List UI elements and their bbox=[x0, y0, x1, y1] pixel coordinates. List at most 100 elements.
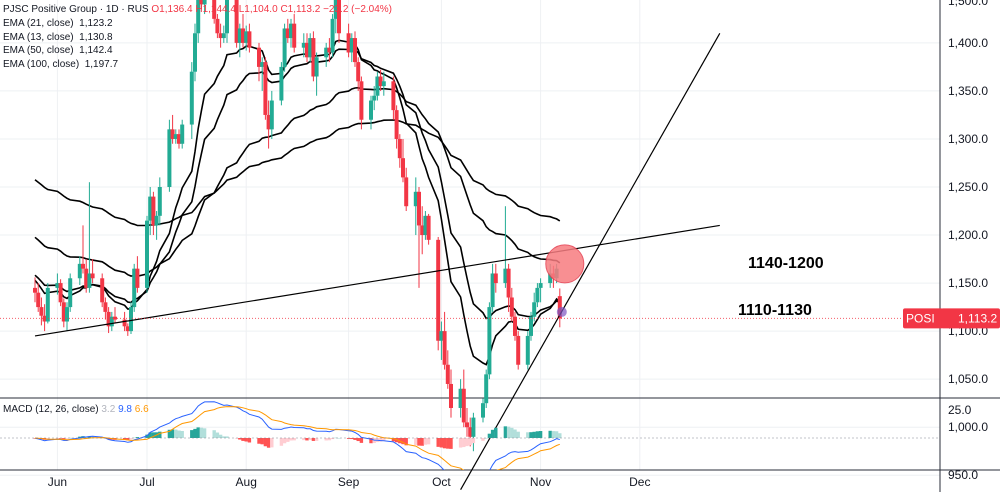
ema-legend-row[interactable]: EMA (13, close) 1,130.8 bbox=[3, 31, 118, 45]
ema-label: EMA (50, close) bbox=[3, 45, 74, 56]
macd-histogram-bar bbox=[481, 438, 485, 441]
candle-body bbox=[234, 0, 239, 43]
candle bbox=[244, 25, 249, 51]
y-tick-label: 1,350.0 bbox=[948, 84, 988, 98]
candle-body bbox=[509, 297, 514, 317]
macd-histogram-bar bbox=[503, 426, 508, 438]
candle-body bbox=[266, 114, 271, 130]
macd-histogram-bar bbox=[292, 438, 296, 441]
ohlc-close: 1,113.2 bbox=[287, 4, 321, 15]
candle-body bbox=[513, 316, 517, 336]
candle bbox=[113, 307, 117, 324]
macd-histogram-bar bbox=[548, 430, 552, 438]
macd-histogram-bar bbox=[282, 438, 287, 444]
ema-label: EMA (100, close) bbox=[3, 58, 80, 70]
candle-body bbox=[397, 138, 402, 159]
macd-histogram-bar bbox=[513, 429, 517, 438]
candle bbox=[308, 33, 313, 63]
candle bbox=[394, 105, 399, 149]
candle-body bbox=[445, 364, 450, 384]
macd-histogram-bar bbox=[558, 433, 562, 438]
macd-label: MACD (12, 26, close) bbox=[3, 404, 99, 415]
macd-histogram-bar bbox=[382, 438, 386, 441]
candle-body bbox=[173, 134, 178, 139]
candle bbox=[506, 263, 511, 312]
ema-value: 1,123.2 bbox=[79, 18, 113, 29]
macd-histogram-bar bbox=[215, 432, 220, 438]
ema-value: 1,197.7 bbox=[84, 58, 119, 70]
candle bbox=[61, 298, 66, 328]
ema-legend-row[interactable]: EMA (100, close) 1,197.7 bbox=[3, 58, 118, 72]
macd-histogram-bar bbox=[151, 432, 156, 438]
macd-histogram-bar bbox=[378, 438, 383, 442]
candle-body bbox=[285, 28, 290, 39]
candle-body bbox=[148, 196, 153, 221]
candle-body bbox=[125, 326, 130, 332]
candle-body bbox=[269, 100, 274, 130]
candle-body bbox=[58, 283, 63, 303]
candle-body bbox=[33, 287, 37, 293]
macd-histogram-bar bbox=[193, 428, 197, 438]
y-tick-label: 1,050.0 bbox=[948, 372, 988, 386]
macd-histogram-bar bbox=[170, 429, 175, 438]
candle bbox=[401, 138, 405, 183]
x-tick-label: Aug bbox=[236, 475, 257, 489]
candle bbox=[449, 369, 453, 418]
candle bbox=[442, 311, 447, 370]
macd-legend[interactable]: MACD (12, 26, close) 3.2 9.8 6.6 bbox=[3, 403, 149, 417]
macd-histogram-bar bbox=[529, 432, 533, 438]
candle bbox=[247, 23, 252, 53]
candle-body bbox=[503, 268, 508, 284]
macd-histogram-bar bbox=[538, 431, 543, 438]
candle-body bbox=[538, 283, 543, 288]
y-tick-label: 1,450.0 bbox=[948, 0, 988, 2]
x-tick-label: Nov bbox=[530, 475, 551, 489]
candle-body bbox=[199, 0, 204, 5]
upper-zone-label: 1140-1200 bbox=[748, 255, 824, 272]
candle bbox=[471, 412, 476, 452]
macd-histogram-bar bbox=[353, 438, 357, 440]
candle-body bbox=[170, 129, 175, 139]
macd-histogram-bar bbox=[190, 430, 194, 438]
candle-body bbox=[87, 273, 92, 288]
candle bbox=[301, 33, 306, 58]
support-trend-line bbox=[460, 32, 721, 490]
ema-legend-row[interactable]: EMA (50, close) 1,142.4 bbox=[3, 44, 118, 58]
candle-body bbox=[548, 273, 553, 284]
macd-histogram-bar bbox=[260, 438, 264, 445]
macd-histogram-bar bbox=[87, 436, 92, 438]
candle bbox=[375, 71, 380, 101]
macd-histogram-bar bbox=[506, 426, 511, 438]
candle-body bbox=[151, 196, 156, 226]
macd-histogram-bar bbox=[369, 438, 373, 444]
candle-body bbox=[381, 81, 386, 87]
support-zone-marker bbox=[556, 306, 567, 317]
candle bbox=[490, 263, 495, 312]
candle bbox=[513, 311, 517, 341]
candle bbox=[103, 297, 108, 320]
macd-histogram-bar bbox=[305, 438, 309, 441]
macd-histogram-bar bbox=[471, 438, 476, 444]
macd-histogram-bar bbox=[423, 438, 428, 445]
y-tick-label: 1,200.0 bbox=[948, 228, 988, 242]
candle bbox=[282, 23, 287, 72]
candle-body bbox=[353, 38, 357, 63]
candle bbox=[349, 33, 354, 63]
candle-body bbox=[378, 76, 383, 87]
candle-body bbox=[225, 0, 229, 34]
candle-body bbox=[212, 0, 217, 19]
candle-body bbox=[113, 316, 117, 320]
macd-histogram-bar bbox=[78, 436, 82, 438]
candle-body bbox=[327, 47, 332, 53]
ema-legend-row[interactable]: EMA (21, close) 1,123.2 bbox=[3, 17, 118, 31]
macd-histogram-bar bbox=[180, 430, 184, 438]
candle bbox=[148, 187, 153, 236]
macd-histogram-bar bbox=[302, 438, 306, 441]
candle-body bbox=[461, 388, 466, 423]
candle bbox=[420, 206, 425, 255]
y-tick-label: 1,150.0 bbox=[948, 276, 988, 290]
candle bbox=[55, 273, 60, 295]
macd-histogram-bar bbox=[334, 437, 338, 439]
